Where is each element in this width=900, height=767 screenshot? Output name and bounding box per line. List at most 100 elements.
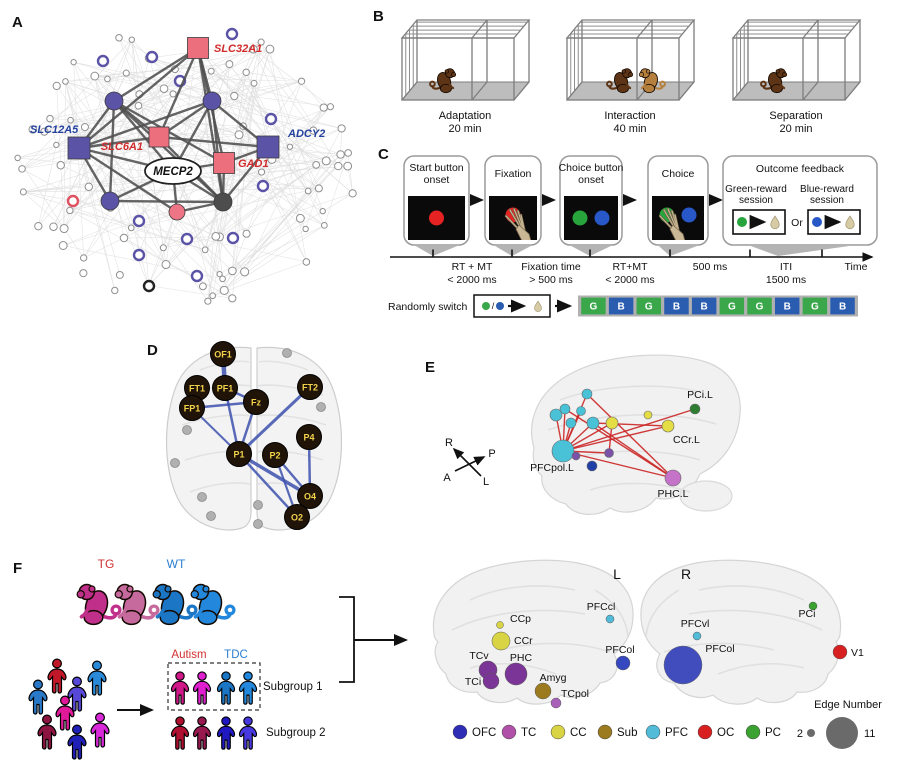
monkey-haunch [197,609,218,626]
step-title: Choice button [559,162,624,174]
person-icon [37,714,57,750]
mesh-edge [94,75,302,82]
background-gene-node [286,143,294,150]
ring-gene-node [142,279,156,293]
mesh-edge [207,72,247,302]
timeline-time-label: Time [845,261,868,273]
background-gene-node [319,207,326,215]
cage-caption-duration: 20 min [779,123,812,135]
monkey-icon [606,68,634,94]
ring-gene-node [66,194,80,208]
cage-front [401,37,515,101]
background-gene-node [336,150,345,159]
electrode-label-OF1: OF1 [214,350,232,360]
mesh-edge [94,75,325,226]
background-gene-node [52,81,61,91]
monkey-arm [117,600,132,619]
mesh-edge [126,72,325,226]
gene-node-pBL [100,191,120,211]
mesh-edge [224,225,325,291]
region-label-TCi: TCi [465,676,481,688]
background-gene-node [62,78,69,85]
background-gene-node [225,60,234,69]
mesh-edge [289,130,314,147]
mesh-edge [123,236,220,239]
background-gene-node [211,232,221,241]
inactive-electrode-dot [253,519,263,529]
brain-sulcus [257,414,327,426]
brain-sulcus [717,662,805,675]
background-gene-node [343,161,353,171]
or-label: Or [791,217,803,229]
autism-label: Autism [171,649,206,661]
ring-gene-node [264,112,278,126]
brain-sulcus [469,585,576,601]
electrode-node-OF1 [210,341,236,367]
legend-label-OFC: OFC [472,727,496,739]
screen-content [504,207,532,240]
mesh-edge [138,80,302,107]
person-head [51,658,63,669]
background-gene-node [90,71,100,81]
region-label-PFCcl: PFCcl [587,601,616,613]
cage-edge [844,81,861,101]
background-gene-node [34,221,43,231]
mesh-edge [215,107,324,237]
background-gene-node [344,149,352,157]
inactive-electrode-dot [197,492,207,502]
background-gene-node [104,75,111,83]
session-label: session [810,195,844,206]
eeg-edge [237,452,299,519]
mesh-edge [56,120,71,145]
region-node-pu2 [604,448,614,458]
hub-edge [157,135,270,149]
region-label-CCr: CCr [514,635,533,647]
person-head [94,712,106,723]
reward-drop-icon [534,300,542,312]
mesh-edge [197,46,317,166]
mesh-edge [44,72,247,132]
brain-hemisphere [165,346,252,531]
gene-network-hubs: SLC32A1 SLC12A5 SLC6A1 GAD1 ADCY2 MECP2 [30,37,325,221]
monkey-muzzle [190,590,199,599]
monkey-arm [622,78,632,90]
monkey-haunch [770,83,783,94]
tdc-label: TDC [224,649,248,661]
gene-node-pUR [202,91,222,111]
mesh-edge [219,193,353,238]
background-gene-node [302,258,311,266]
hemisphere-R-label: R [681,566,691,582]
monkey-tail-curl [186,604,198,616]
step-title: onset [424,174,450,186]
timeline-segment-label: < 2000 ms [447,274,496,286]
background-gene-node [70,58,77,66]
mesh-edge [23,125,244,193]
background-gene-node [230,91,239,101]
mesh-edge [195,50,306,230]
hand-palm [669,224,686,240]
background-gene-node [84,182,94,192]
gene-label-SLC12A5: SLC12A5 [30,124,79,136]
region-label-V1: V1 [851,647,864,659]
region-label-CCp: CCp [510,613,531,625]
region-node-c2 [559,403,571,415]
sequence-letter: B [784,302,791,313]
legend-label-Sub: Sub [617,727,637,739]
mesh-edge [148,107,324,286]
mesh-edge [219,193,353,275]
monkey-haunch [159,609,180,626]
sequence-letter: G [728,302,736,313]
person-icon [67,676,87,712]
background-gene-node [249,44,258,54]
brain-sulcus [594,589,629,637]
person-head [175,716,185,726]
timeline-segment-label: 1500 ms [766,274,806,286]
cage-divider-bottom [471,81,488,101]
reward-drop-icon [770,215,780,230]
timeline-pointer [750,246,850,256]
sequence-cell-G [719,297,745,315]
background-gene-node [59,224,69,234]
brain-sulcus [181,414,251,426]
